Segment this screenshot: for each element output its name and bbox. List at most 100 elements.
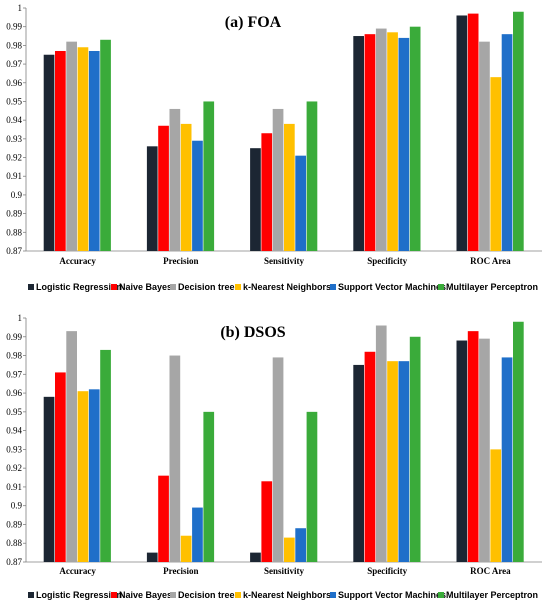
y-tick-label: 0.92 bbox=[6, 463, 22, 473]
legend-swatch bbox=[111, 284, 117, 290]
bar bbox=[513, 321, 524, 562]
bar bbox=[43, 396, 55, 562]
bar bbox=[203, 411, 215, 562]
legend-swatch bbox=[28, 284, 34, 290]
y-tick-label: 0.94 bbox=[6, 426, 22, 436]
y-tick-label: 0.93 bbox=[6, 134, 22, 144]
bar bbox=[100, 39, 111, 251]
chart-panel-a: 0.87 0.88 0.89 0.9 0.91 0.92 0.93 0.94 0.95 0.96 0… bbox=[6, 3, 542, 292]
bar bbox=[306, 411, 318, 562]
bar bbox=[456, 340, 468, 562]
legend-swatch bbox=[235, 284, 241, 290]
legend-swatch bbox=[438, 284, 444, 290]
x-category-label: Accuracy bbox=[59, 566, 96, 576]
bar bbox=[490, 449, 502, 562]
legend-swatch bbox=[235, 592, 241, 598]
y-tick-label: 0.89 bbox=[6, 209, 22, 219]
legend-label: Multilayer Perceptron bbox=[446, 590, 538, 600]
y-tick-label: 0.99 bbox=[6, 22, 22, 32]
bar bbox=[180, 535, 192, 562]
legend-label: Naive Bayes bbox=[119, 282, 172, 292]
bar bbox=[77, 391, 89, 562]
y-tick-label: 0.9 bbox=[11, 501, 23, 511]
bar bbox=[467, 331, 479, 562]
bar bbox=[250, 552, 261, 562]
legend-label: Support Vector Machines bbox=[338, 282, 446, 292]
y-tick-label: 0.95 bbox=[6, 407, 22, 417]
bar bbox=[66, 41, 77, 252]
bar bbox=[55, 50, 66, 251]
y-tick-label: 0.97 bbox=[6, 369, 22, 379]
legend-swatch bbox=[170, 592, 176, 598]
legend-swatch bbox=[438, 592, 444, 598]
bar bbox=[398, 37, 410, 251]
bar bbox=[398, 361, 410, 562]
y-tick-label: 0.88 bbox=[6, 538, 22, 548]
legend-label: Logistic Regression bbox=[36, 282, 122, 292]
bar bbox=[501, 34, 513, 251]
chart-title: (a) FOA bbox=[225, 14, 282, 31]
bar bbox=[375, 28, 387, 252]
bar bbox=[284, 537, 295, 562]
x-category-label: Accuracy bbox=[59, 256, 96, 266]
x-category-label: ROC Area bbox=[470, 256, 511, 266]
bar bbox=[375, 325, 387, 562]
y-tick-label: 1 bbox=[18, 3, 23, 13]
y-tick-label: 0.98 bbox=[6, 351, 22, 361]
y-tick-label: 0.99 bbox=[6, 332, 22, 342]
y-tick-label: 0.91 bbox=[6, 482, 22, 492]
bar bbox=[467, 13, 479, 251]
legend-label: Logistic Regression bbox=[36, 590, 122, 600]
legend-swatch bbox=[330, 284, 336, 290]
bar bbox=[479, 338, 490, 562]
bar bbox=[43, 54, 55, 252]
y-tick-label: 0.93 bbox=[6, 444, 22, 454]
bar bbox=[66, 331, 77, 562]
y-tick-label: 0.95 bbox=[6, 96, 22, 106]
bar bbox=[250, 148, 261, 251]
y-tick-label: 0.9 bbox=[11, 190, 23, 200]
bar bbox=[261, 481, 273, 562]
bar bbox=[272, 357, 284, 562]
bar bbox=[353, 364, 364, 562]
bar bbox=[192, 140, 203, 251]
bar bbox=[272, 108, 284, 251]
bar bbox=[387, 361, 398, 562]
y-tick-label: 0.88 bbox=[6, 227, 22, 237]
bar bbox=[192, 507, 203, 562]
legend-swatch bbox=[170, 284, 176, 290]
bar bbox=[364, 351, 376, 562]
bar bbox=[55, 372, 66, 562]
bar bbox=[479, 41, 490, 252]
bar bbox=[513, 11, 524, 251]
legend-label: k-Nearest Neighbors bbox=[243, 282, 331, 292]
bar bbox=[169, 355, 181, 562]
y-tick-label: 0.98 bbox=[6, 40, 22, 50]
y-tick-label: 0.92 bbox=[6, 153, 22, 163]
legend-swatch bbox=[330, 592, 336, 598]
bar bbox=[409, 26, 421, 251]
bar bbox=[146, 552, 158, 562]
x-category-label: Specificity bbox=[367, 566, 407, 576]
bar bbox=[387, 32, 398, 251]
y-tick-label: 1 bbox=[18, 313, 23, 323]
bar bbox=[158, 125, 169, 251]
x-category-label: Precision bbox=[163, 566, 198, 576]
x-category-label: Sensitivity bbox=[264, 256, 305, 266]
bar bbox=[409, 336, 421, 562]
bar bbox=[353, 36, 364, 251]
bar bbox=[158, 475, 169, 562]
chart-panel-b: 0.87 0.88 0.89 0.9 0.91 0.92 0.93 0.94 0.95 0.96 0… bbox=[6, 313, 542, 600]
bar bbox=[100, 349, 111, 562]
legend-label: Multilayer Perceptron bbox=[446, 282, 538, 292]
bar bbox=[501, 357, 513, 562]
y-tick-label: 0.87 bbox=[6, 246, 22, 256]
bar bbox=[261, 133, 273, 251]
y-tick-label: 0.97 bbox=[6, 59, 22, 69]
legend-label: Decision trees bbox=[178, 590, 240, 600]
y-tick-label: 0.91 bbox=[6, 171, 22, 181]
bar bbox=[146, 146, 158, 251]
